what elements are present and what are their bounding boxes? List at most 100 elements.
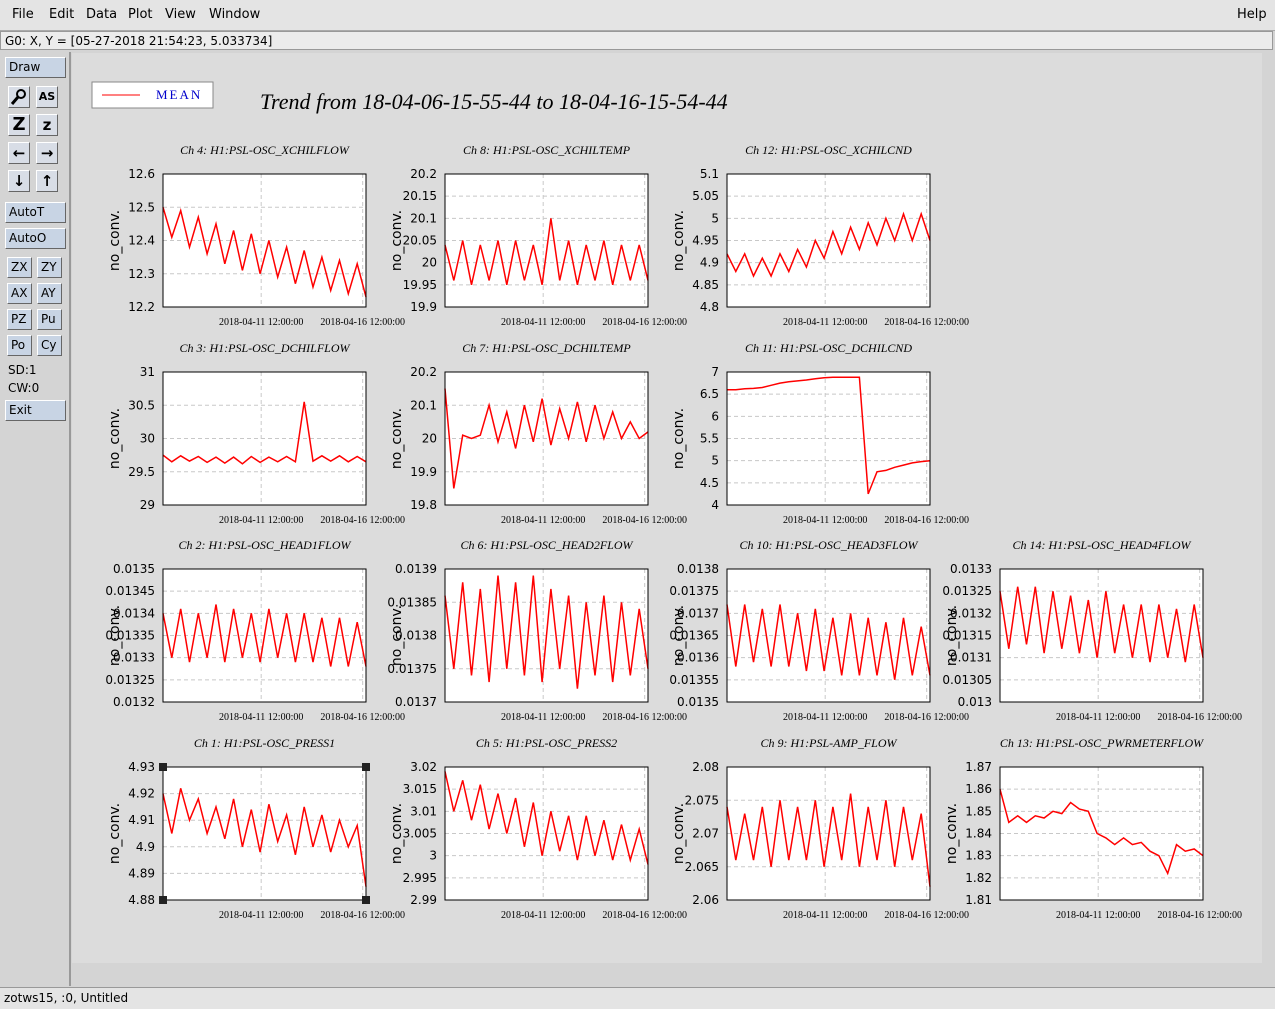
legend-label: MEAN	[156, 87, 202, 102]
y-tick-label: 0.0134	[113, 606, 155, 620]
tool-button[interactable]: Po	[7, 335, 32, 356]
y-axis-label: no_conv.	[671, 408, 687, 469]
plot-border	[444, 766, 649, 901]
y-tick-label: 0.0135	[677, 695, 719, 709]
tool-button[interactable]: Cy	[37, 335, 62, 356]
x-tick-label: 2018-04-16 12:00:00	[884, 910, 969, 921]
plot-title: Ch 5: H1:PSL-OSC_PRESS2	[476, 736, 617, 750]
plot-title: Ch 9: H1:PSL-AMP_FLOW	[761, 736, 898, 750]
tool-button[interactable]: ZY	[37, 257, 62, 278]
y-tick-label: 20.1	[410, 398, 437, 412]
exit-button[interactable]: Exit	[5, 400, 66, 421]
selection-handle	[362, 896, 370, 904]
y-tick-label: 0.01305	[942, 673, 992, 687]
y-tick-label: 2.075	[685, 793, 719, 807]
plot-border	[726, 173, 931, 308]
data-line	[444, 388, 649, 489]
pan-down[interactable]: ↓	[8, 170, 30, 192]
autoo-button[interactable]: AutoO	[5, 228, 66, 249]
data-line	[444, 575, 649, 689]
draw-button[interactable]: Draw	[5, 57, 66, 78]
menu-item[interactable]: Plot	[128, 7, 153, 22]
y-tick-label: 19.95	[403, 278, 437, 292]
footer: zotws15, :0, Untitled	[0, 987, 1275, 1009]
y-tick-label: 0.0137	[395, 695, 437, 709]
y-tick-label: 2.99	[410, 893, 437, 907]
y-tick-label: 0.01345	[105, 584, 155, 598]
pan-right[interactable]: →	[36, 142, 58, 164]
y-tick-label: 0.01325	[942, 584, 992, 598]
plot-title: Ch 4: H1:PSL-OSC_XCHILFLOW	[180, 143, 350, 157]
menu-bar: File Edit Data Plot View Window Help	[0, 0, 1275, 31]
tool-button[interactable]: AX	[7, 283, 32, 304]
y-tick-label: 20.2	[410, 365, 437, 379]
x-tick-label: 2018-04-16 12:00:00	[320, 712, 405, 723]
plot-border	[444, 568, 649, 703]
tool-button[interactable]: PZ	[7, 309, 32, 330]
y-tick-label: 2.06	[692, 893, 719, 907]
plot-title: Ch 11: H1:PSL-OSC_DCHILCND	[745, 341, 912, 355]
y-tick-label: 2.065	[685, 860, 719, 874]
y-tick-label: 0.01365	[669, 629, 719, 643]
x-tick-label: 2018-04-11 12:00:00	[219, 515, 303, 526]
y-tick-label: 19.9	[410, 300, 437, 314]
y-axis-label: no_conv.	[107, 605, 123, 666]
x-tick-label: 2018-04-11 12:00:00	[783, 317, 867, 328]
tool-button[interactable]: ZX	[7, 257, 32, 278]
menu-item[interactable]: File	[12, 7, 34, 22]
y-tick-label: 30	[140, 432, 155, 446]
y-tick-label: 29.5	[128, 465, 155, 479]
y-tick-label: 20.15	[403, 189, 437, 203]
y-tick-label: 3.005	[403, 827, 437, 841]
x-tick-label: 2018-04-16 12:00:00	[1157, 712, 1242, 723]
menu-item[interactable]: Help	[1237, 7, 1267, 22]
y-tick-label: 4.88	[128, 893, 155, 907]
zoom-tool[interactable]	[8, 86, 30, 108]
text-tool[interactable]: AS	[36, 86, 58, 108]
y-axis-label: no_conv.	[389, 210, 405, 271]
pan-left[interactable]: ←	[8, 142, 30, 164]
zoom-small[interactable]: z	[36, 114, 58, 136]
y-tick-label: 3.01	[410, 804, 437, 818]
y-axis-label: no_conv.	[944, 605, 960, 666]
plot-border	[162, 371, 367, 506]
tool-button[interactable]: AY	[37, 283, 62, 304]
x-tick-label: 2018-04-11 12:00:00	[783, 712, 867, 723]
zoom-big[interactable]: Z	[8, 114, 30, 136]
plot-title: Ch 6: H1:PSL-OSC_HEAD2FLOW	[461, 538, 634, 552]
x-tick-label: 2018-04-16 12:00:00	[320, 317, 405, 328]
plot-title: Ch 8: H1:PSL-OSC_XCHILTEMP	[463, 143, 631, 157]
info-text: SD:1	[8, 363, 37, 377]
y-tick-label: 29	[140, 498, 155, 512]
data-line	[726, 793, 931, 887]
pan-up[interactable]: ↑	[36, 170, 58, 192]
y-tick-label: 0.0139	[395, 562, 437, 576]
menu-item[interactable]: Edit	[49, 7, 75, 22]
y-tick-label: 0.0137	[677, 606, 719, 620]
data-line	[444, 771, 649, 865]
tool-button[interactable]: Pu	[37, 309, 62, 330]
y-tick-label: 19.8	[410, 498, 437, 512]
y-tick-label: 1.82	[965, 871, 992, 885]
y-tick-label: 4.8	[700, 300, 719, 314]
y-tick-label: 12.2	[128, 300, 155, 314]
y-axis-label: no_conv.	[944, 803, 960, 864]
info-text: CW:0	[8, 381, 40, 395]
y-tick-label: 2.08	[692, 760, 719, 774]
y-tick-label: 5.5	[700, 432, 719, 446]
y-tick-label: 4.93	[128, 760, 155, 774]
autot-button[interactable]: AutoT	[5, 202, 66, 223]
y-tick-label: 0.0133	[950, 562, 992, 576]
y-tick-label: 0.01385	[387, 595, 437, 609]
y-axis-label: no_conv.	[671, 605, 687, 666]
y-tick-label: 0.0135	[113, 562, 155, 576]
x-tick-label: 2018-04-11 12:00:00	[1056, 910, 1140, 921]
y-tick-label: 0.01325	[105, 673, 155, 687]
x-tick-label: 2018-04-16 12:00:00	[602, 515, 687, 526]
menu-item[interactable]: View	[165, 7, 196, 22]
menu-item[interactable]: Window	[209, 7, 261, 22]
plot-border	[444, 371, 649, 506]
y-tick-label: 0.0132	[113, 695, 155, 709]
y-tick-label: 20	[422, 256, 437, 270]
menu-item[interactable]: Data	[86, 7, 118, 22]
